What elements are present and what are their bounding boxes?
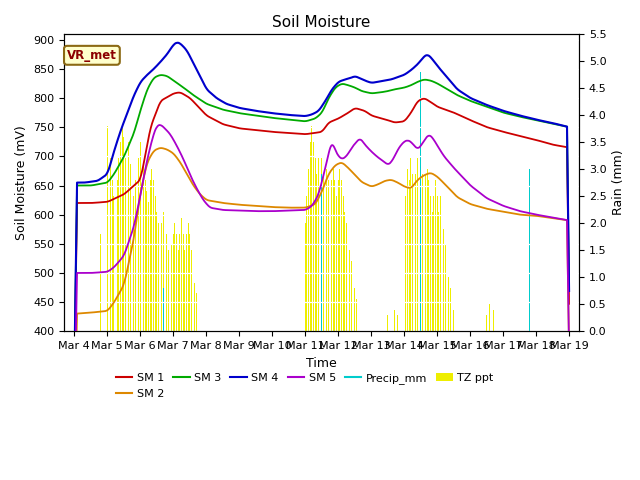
Bar	[349, 250, 350, 331]
Bar	[188, 223, 189, 331]
Bar	[181, 218, 182, 331]
Bar	[410, 158, 411, 331]
Bar	[326, 169, 327, 331]
Bar	[120, 142, 121, 331]
Bar	[324, 158, 325, 331]
Bar	[313, 142, 314, 331]
Bar	[448, 277, 449, 331]
Bar	[387, 315, 388, 331]
Bar	[159, 234, 161, 331]
Bar	[191, 250, 192, 331]
Bar	[140, 142, 141, 331]
Bar	[155, 196, 156, 331]
Text: VR_met: VR_met	[67, 49, 117, 62]
Bar	[435, 180, 436, 331]
Legend: SM 1, SM 2, SM 3, SM 4, SM 5, Precip_mm, TZ ppt: SM 1, SM 2, SM 3, SM 4, SM 5, Precip_mm,…	[111, 369, 498, 403]
Bar	[427, 169, 428, 331]
Bar	[305, 223, 306, 331]
Bar	[166, 234, 167, 331]
Bar	[107, 126, 108, 331]
Bar	[348, 234, 349, 331]
Bar	[164, 223, 165, 331]
Bar	[417, 158, 418, 331]
Bar	[453, 310, 454, 331]
Bar	[321, 158, 322, 331]
Title: Soil Moisture: Soil Moisture	[273, 15, 371, 30]
Bar	[118, 158, 119, 331]
Bar	[413, 191, 415, 331]
Bar	[415, 175, 416, 331]
Bar	[136, 169, 138, 331]
Bar	[438, 212, 439, 331]
Bar	[409, 180, 410, 331]
X-axis label: Time: Time	[307, 357, 337, 370]
Bar	[141, 153, 142, 331]
Bar	[432, 212, 433, 331]
Bar	[428, 180, 429, 331]
Bar	[450, 288, 451, 331]
Bar	[316, 175, 317, 331]
Bar	[130, 164, 131, 331]
Bar	[184, 250, 185, 331]
Bar	[116, 180, 118, 331]
Bar	[390, 304, 392, 331]
Y-axis label: Soil Moisture (mV): Soil Moisture (mV)	[15, 125, 28, 240]
Bar	[183, 234, 184, 331]
Bar	[331, 180, 332, 331]
Bar	[128, 142, 129, 331]
Bar	[148, 202, 149, 331]
Bar	[315, 158, 316, 331]
Bar	[113, 196, 115, 331]
Bar	[176, 234, 177, 331]
Bar	[318, 158, 319, 331]
Bar	[168, 250, 169, 331]
Bar	[407, 169, 408, 331]
Bar	[425, 175, 426, 331]
Bar	[125, 158, 126, 331]
Bar	[178, 250, 179, 331]
Bar	[440, 196, 441, 331]
Bar	[433, 196, 435, 331]
Bar	[171, 245, 172, 331]
Bar	[445, 245, 446, 331]
Bar	[189, 234, 190, 331]
Bar	[323, 175, 324, 331]
Bar	[110, 158, 111, 331]
Y-axis label: Rain (mm): Rain (mm)	[612, 150, 625, 216]
Bar	[436, 196, 438, 331]
Bar	[338, 180, 339, 331]
Bar	[341, 180, 342, 331]
Bar	[138, 158, 139, 331]
Bar	[186, 234, 187, 331]
Bar	[328, 180, 329, 331]
Bar	[161, 223, 162, 331]
Bar	[143, 164, 144, 331]
Bar	[145, 180, 146, 331]
Bar	[158, 223, 159, 331]
Bar	[163, 212, 164, 331]
Bar	[397, 315, 398, 331]
Bar	[156, 212, 157, 331]
Bar	[420, 158, 421, 331]
Bar	[344, 212, 345, 331]
Bar	[351, 261, 352, 331]
Bar	[412, 175, 413, 331]
Bar	[153, 180, 154, 331]
Bar	[342, 196, 344, 331]
Bar	[405, 196, 406, 331]
Bar	[112, 180, 113, 331]
Bar	[135, 180, 136, 331]
Bar	[100, 234, 101, 331]
Bar	[336, 196, 337, 331]
Bar	[486, 315, 487, 331]
Bar	[319, 142, 321, 331]
Bar	[346, 223, 347, 331]
Bar	[133, 196, 134, 331]
Bar	[339, 169, 340, 331]
Bar	[308, 169, 309, 331]
Bar	[179, 234, 180, 331]
Bar	[430, 196, 431, 331]
Bar	[394, 310, 395, 331]
